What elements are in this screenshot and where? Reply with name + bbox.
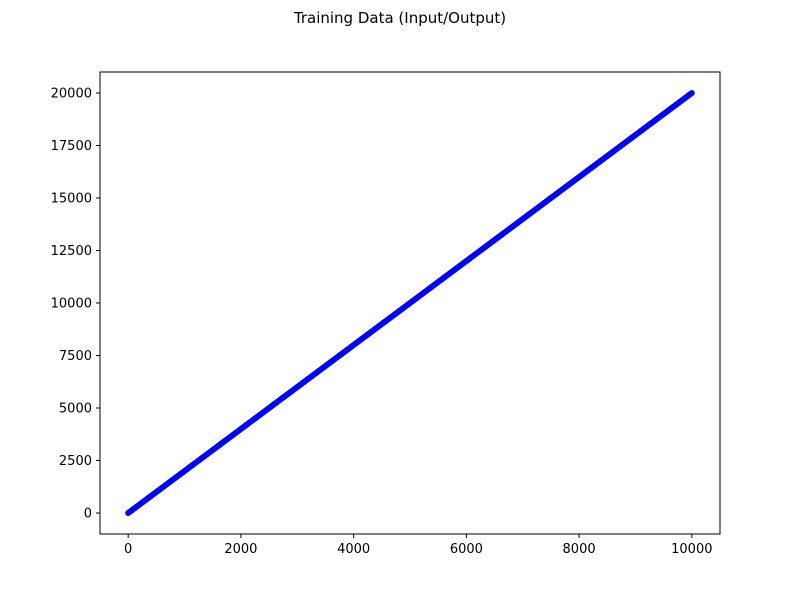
y-tick-label: 7500 — [59, 349, 92, 364]
y-tick-label: 17500 — [51, 139, 92, 154]
y-axis-ticks: 0 2500 5000 7500 10000 12500 15000 17500 20000 — [51, 87, 100, 522]
y-tick-label: 5000 — [59, 402, 92, 417]
x-tick-label: 10000 — [671, 542, 712, 557]
x-tick-label: 8000 — [563, 542, 596, 557]
y-tick-label: 12500 — [51, 244, 92, 259]
chart-title: Training Data (Input/Output) — [293, 9, 507, 27]
y-tick-label: 0 — [84, 507, 92, 522]
x-tick-label: 4000 — [337, 542, 370, 557]
y-tick-label: 15000 — [51, 192, 92, 207]
data-points — [125, 90, 695, 516]
x-tick-label: 2000 — [224, 542, 257, 557]
x-tick-label: 6000 — [450, 542, 483, 557]
y-tick-label: 20000 — [51, 87, 92, 102]
x-tick-label: 0 — [124, 542, 132, 557]
scatter-point — [688, 90, 695, 96]
x-axis-ticks: 0 2000 4000 6000 8000 10000 — [124, 534, 712, 557]
y-tick-label: 2500 — [59, 454, 92, 469]
y-tick-label: 10000 — [51, 297, 92, 312]
